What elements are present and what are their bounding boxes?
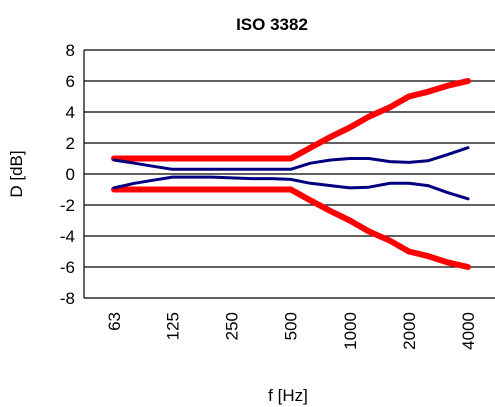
y-tick-label: -6	[60, 258, 75, 277]
chart-title: ISO 3382	[236, 15, 308, 34]
y-axis-label: D [dB]	[7, 150, 26, 197]
series-line-2	[111, 186, 471, 270]
x-tick-label: 63	[105, 312, 124, 331]
y-tick-labels: 8 6 4 2 0 -2 -4 -6 -8	[60, 41, 75, 308]
x-tick-label: 4000	[459, 312, 478, 350]
y-tick-label: 6	[66, 72, 75, 91]
y-tick-label: -4	[60, 227, 75, 246]
gridlines	[84, 49, 495, 299]
series-line-4	[112, 175, 470, 201]
x-tick-label: 125	[163, 312, 182, 340]
series-lines	[111, 78, 471, 270]
y-tick-label: 4	[66, 103, 75, 122]
x-tick-labels: 63 125 250 500 1000 2000 4000	[105, 312, 478, 350]
series-line-1	[111, 78, 471, 162]
y-tick-label: -2	[60, 196, 75, 215]
x-tick-label: 1000	[341, 312, 360, 350]
x-axis-label: f [Hz]	[268, 386, 308, 405]
x-tick-label: 500	[282, 312, 301, 340]
y-tick-label: 0	[66, 165, 75, 184]
x-tick-label: 2000	[400, 312, 419, 350]
y-tick-label: 2	[66, 134, 75, 153]
y-tick-label: -8	[60, 289, 75, 308]
y-tick-label: 8	[66, 41, 75, 60]
series-line-3	[112, 146, 470, 171]
x-tick-label: 250	[223, 312, 242, 340]
